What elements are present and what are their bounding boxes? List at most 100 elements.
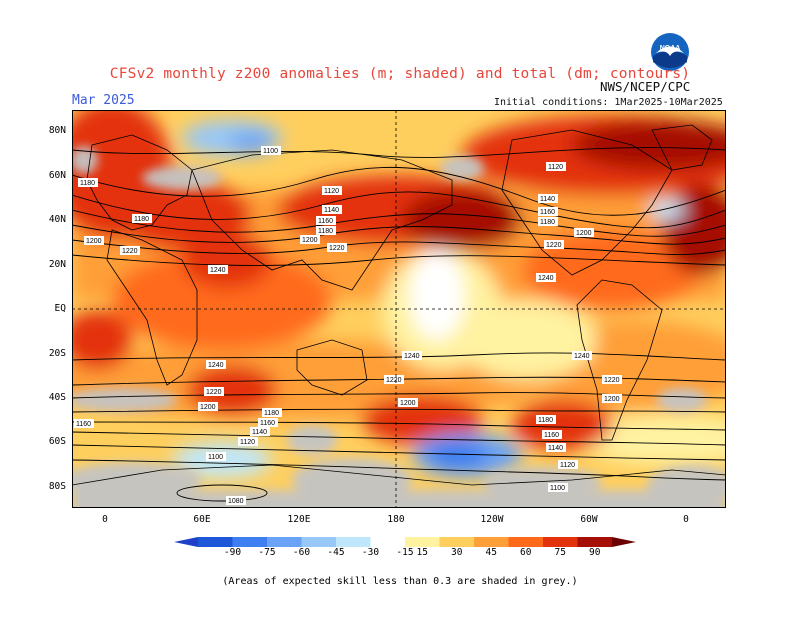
- colorbar-label: 90: [589, 547, 601, 558]
- svg-text:1160: 1160: [540, 209, 555, 216]
- lat-tick: 40N: [48, 214, 66, 225]
- svg-text:1180: 1180: [318, 228, 333, 235]
- contour-label: 1160: [74, 419, 94, 428]
- svg-text:NOAA: NOAA: [660, 45, 681, 52]
- svg-text:1180: 1180: [134, 216, 149, 223]
- chart-title: CFSv2 monthly z200 anomalies (m; shaded)…: [109, 66, 691, 82]
- contour-label: 1180: [536, 415, 556, 424]
- skill-note: (Areas of expected skill less than 0.3 a…: [222, 576, 578, 587]
- contour-label: 1100: [206, 452, 226, 461]
- svg-text:1140: 1140: [540, 196, 555, 203]
- lat-tick: 80N: [48, 125, 66, 136]
- forecast-month: Mar 2025: [72, 93, 135, 108]
- svg-text:1080: 1080: [228, 498, 244, 505]
- svg-text:1220: 1220: [386, 377, 402, 384]
- colorbar-label: 75: [554, 547, 566, 558]
- contour-label: 1200: [602, 394, 622, 403]
- lat-tick: 20N: [48, 259, 66, 270]
- contour-label: 1180: [316, 226, 336, 235]
- colorbar-label: -75: [258, 547, 276, 558]
- colorbar-swatch: [474, 537, 509, 547]
- contour-label: 1180: [262, 408, 282, 417]
- svg-text:1240: 1240: [210, 267, 226, 274]
- colorbar-label: 60: [520, 547, 532, 558]
- contour-label: 1200: [198, 402, 218, 411]
- contour-label: 1140: [538, 194, 558, 203]
- contour-label: 1200: [574, 228, 594, 237]
- colorbar-swatch: [508, 537, 544, 547]
- svg-text:1100: 1100: [208, 454, 223, 461]
- svg-text:1120: 1120: [548, 164, 563, 171]
- colorbar-label: 15: [416, 547, 428, 558]
- contour-label: 1080: [226, 496, 246, 505]
- svg-text:1200: 1200: [86, 238, 102, 245]
- contour-label: 1240: [572, 351, 592, 360]
- colorbar: [174, 537, 636, 547]
- lat-tick: 20S: [48, 348, 66, 359]
- contour-label: 1100: [261, 146, 281, 155]
- anomaly-map: 1100 1120 1140 1160 1180 1200 1220 1240 …: [72, 110, 726, 508]
- contour-label: 1240: [206, 360, 226, 369]
- svg-text:1160: 1160: [544, 432, 559, 439]
- colorbar-swatch: [577, 537, 613, 547]
- colorbar-swatch: [370, 537, 406, 547]
- svg-text:1180: 1180: [264, 410, 279, 417]
- contour-label: 1200: [300, 235, 320, 244]
- colorbar-high-arrow: [612, 537, 636, 547]
- lat-tick: 40S: [48, 392, 66, 403]
- contour-label: 1200: [84, 236, 104, 245]
- colorbar-swatch: [232, 537, 268, 547]
- colorbar-swatch: [336, 537, 371, 547]
- svg-text:1100: 1100: [263, 148, 278, 155]
- svg-text:1160: 1160: [76, 421, 91, 428]
- contour-label: 1120: [546, 162, 566, 171]
- svg-text:1240: 1240: [404, 353, 420, 360]
- svg-text:1180: 1180: [538, 417, 553, 424]
- contour-label: 1220: [204, 387, 224, 396]
- contour-label: 1160: [258, 418, 278, 427]
- svg-text:1120: 1120: [240, 439, 255, 446]
- lat-tick: 60S: [48, 436, 66, 447]
- svg-text:1120: 1120: [324, 188, 339, 195]
- contour-label: 1240: [402, 351, 422, 360]
- initial-conditions: Initial conditions: 1Mar2025-10Mar2025: [494, 97, 723, 108]
- svg-text:1220: 1220: [206, 389, 222, 396]
- colorbar-label: 45: [485, 547, 497, 558]
- contour-label: 1140: [322, 205, 342, 214]
- colorbar-swatch: [439, 537, 475, 547]
- org-label: NWS/NCEP/CPC: [600, 79, 691, 94]
- colorbar-low-arrow: [174, 537, 198, 547]
- svg-text:1180: 1180: [80, 180, 95, 187]
- lat-tick: 80S: [48, 481, 66, 492]
- svg-text:1160: 1160: [260, 420, 275, 427]
- colorbar-swatch: [405, 537, 440, 547]
- colorbar-swatch: [198, 537, 233, 547]
- lon-tick: 0: [102, 514, 108, 525]
- contour-label: 1140: [250, 427, 270, 436]
- colorbar-label: -90: [223, 547, 242, 558]
- svg-text:1140: 1140: [324, 207, 339, 214]
- svg-text:1220: 1220: [122, 248, 138, 255]
- svg-text:1120: 1120: [560, 462, 575, 469]
- colorbar-label: -15: [396, 547, 414, 558]
- colorbar-swatch: [301, 537, 337, 547]
- contour-label: 1160: [542, 430, 562, 439]
- contour-label: 1180: [132, 214, 152, 223]
- contour-label: 1120: [558, 460, 578, 469]
- lon-tick: 60W: [580, 514, 598, 525]
- svg-text:1160: 1160: [318, 218, 333, 225]
- contour-label: 1200: [398, 398, 418, 407]
- svg-text:1200: 1200: [604, 396, 620, 403]
- colorbar-label: -45: [327, 547, 345, 558]
- svg-text:1100: 1100: [550, 485, 565, 492]
- lon-tick: 60E: [193, 514, 211, 525]
- contour-label: 1220: [384, 375, 404, 384]
- svg-text:1240: 1240: [208, 362, 224, 369]
- colorbar-label: -30: [361, 547, 380, 558]
- contour-label: 1220: [602, 375, 622, 384]
- contour-label: 1240: [208, 265, 228, 274]
- svg-text:1200: 1200: [200, 404, 216, 411]
- lon-tick: 180: [387, 514, 405, 525]
- contour-label: 1140: [546, 443, 566, 452]
- svg-text:1240: 1240: [538, 275, 554, 282]
